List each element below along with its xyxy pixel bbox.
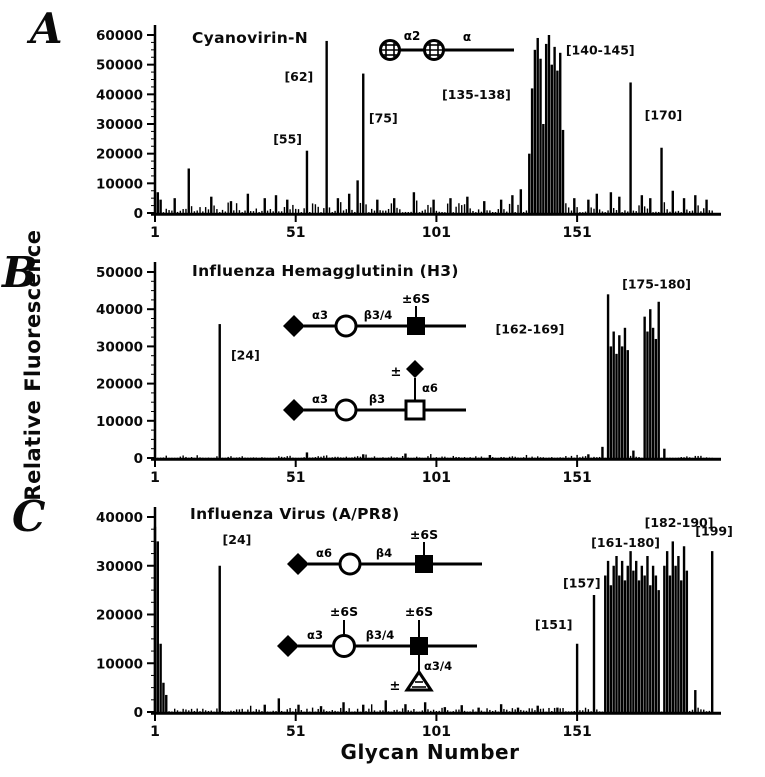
panel-a-structure: α2 α [379,29,514,61]
linkage-label: α3/4 [424,659,452,673]
mannose-icon [423,39,445,61]
linkage-label: α3 [312,392,328,406]
linkage-label: α6 [316,546,332,560]
linkage-label: α2 [404,29,421,43]
svg-text:50000: 50000 [96,58,143,74]
sialic-acid-icon [283,315,305,337]
svg-text:20000: 20000 [96,608,143,624]
linkage-label: α6 [422,381,438,395]
svg-text:[161-180]: [161-180] [591,535,660,550]
sulfate-label: ±6S [402,292,430,306]
linkage-label: α [463,30,471,44]
svg-text:1: 1 [150,724,160,740]
panel-c-structure-1: α6 β4 ±6S [287,527,482,576]
panel-c-title: Influenza Virus (A/PR8) [190,505,400,523]
svg-text:[151]: [151] [535,617,573,632]
sulfate-label: ±6S [405,604,433,619]
sialic-acid-icon [277,635,299,657]
sialic-acid-icon [283,399,305,421]
svg-text:51: 51 [286,225,305,241]
linkage-label: β3/4 [366,628,394,642]
glcnac-icon [415,555,433,573]
svg-text:[162-169]: [162-169] [496,321,565,336]
panel-c-structure-2: α3 ±6S β3/4 ±6S α3/4 ± [277,604,477,694]
svg-text:[24]: [24] [223,532,252,547]
svg-text:30000: 30000 [96,559,143,575]
svg-text:60000: 60000 [96,28,143,44]
plus-minus-label: ± [390,679,401,694]
svg-text:10000: 10000 [96,656,143,672]
svg-text:101: 101 [422,225,451,241]
sialic-acid-icon [287,553,309,575]
svg-text:50000: 50000 [96,265,143,281]
svg-text:40000: 40000 [96,302,143,318]
mannose-icon [379,39,401,61]
sulfate-label: ±6S [410,527,438,542]
galactose-icon [334,398,358,422]
plus-minus-label: ± [391,365,402,380]
svg-text:0: 0 [134,206,143,222]
glcnac-icon [407,317,425,335]
svg-text:51: 51 [286,470,305,486]
linkage-label: β4 [376,546,392,560]
svg-text:[157]: [157] [563,576,601,591]
svg-text:[55]: [55] [273,131,302,146]
linkage-label: α3 [307,628,323,642]
svg-text:30000: 30000 [96,117,143,133]
panel-a-letter: A [30,4,63,53]
panel-c-letter: C [12,492,46,541]
svg-text:151: 151 [562,225,591,241]
galactose-icon [332,634,356,658]
panel-b-structure-1: α3 β3/4 ±6S [283,292,466,338]
svg-text:20000: 20000 [96,377,143,393]
panel-b-letter: B [2,248,38,297]
svg-text:40000: 40000 [96,510,143,526]
svg-text:40000: 40000 [96,87,143,103]
svg-text:[135-138]: [135-138] [442,87,511,102]
svg-text:[75]: [75] [369,111,398,126]
linkage-label: α3 [312,308,328,322]
svg-text:0: 0 [134,451,143,467]
svg-text:[199]: [199] [695,524,733,539]
svg-text:[170]: [170] [645,108,683,123]
svg-text:1: 1 [150,470,160,486]
panel-b-title: Influenza Hemagglutinin (H3) [192,262,459,280]
svg-text:[182-190]: [182-190] [645,515,714,530]
svg-text:30000: 30000 [96,339,143,355]
svg-text:[175-180]: [175-180] [622,277,691,292]
galnac-icon [404,399,426,421]
svg-text:151: 151 [562,724,591,740]
svg-text:[24]: [24] [231,347,260,362]
svg-text:10000: 10000 [96,414,143,430]
linkage-label: β3 [369,392,385,406]
panel-a-title: Cyanovirin-N [192,29,309,47]
svg-text:51: 51 [286,724,305,740]
linkage-label: β3/4 [364,308,392,322]
svg-text:0: 0 [134,705,143,721]
sialic-acid-icon [406,360,424,378]
panel-b-structure-2: α3 β3 ± α6 [283,360,466,422]
svg-text:101: 101 [422,724,451,740]
svg-text:[62]: [62] [284,69,313,84]
galactose-icon [338,552,362,576]
x-axis-label: Glycan Number [340,740,520,764]
glcnac-icon [410,637,428,655]
sulfate-label: ±6S [330,604,358,619]
galactose-icon [334,314,358,338]
svg-text:151: 151 [562,470,591,486]
svg-text:1: 1 [150,225,160,241]
svg-text:20000: 20000 [96,147,143,163]
svg-text:101: 101 [422,470,451,486]
svg-text:10000: 10000 [96,176,143,192]
svg-text:[140-145]: [140-145] [566,42,635,57]
fucose-icon [404,669,434,692]
